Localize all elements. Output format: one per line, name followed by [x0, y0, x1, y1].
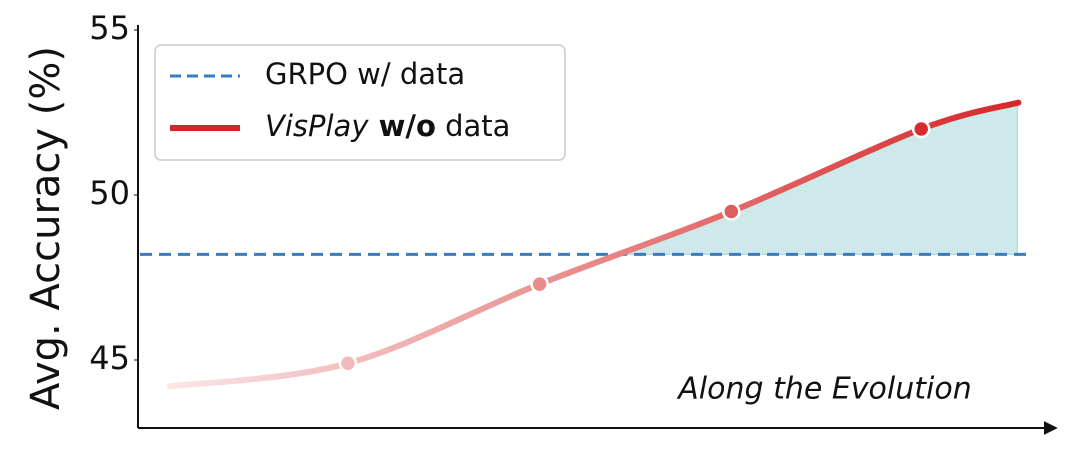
- legend: GRPO w/ data VisPlay w/o data: [154, 44, 566, 161]
- legend-box: [154, 44, 566, 161]
- y-axis-label: Avg. Accuracy (%): [23, 46, 69, 410]
- data-point: [722, 202, 741, 221]
- legend-label: GRPO w/ data: [265, 57, 465, 91]
- legend-label: VisPlay w/o data: [265, 109, 510, 143]
- data-point: [911, 119, 931, 139]
- data-point: [338, 354, 358, 373]
- x-axis-label: Along the Evolution: [676, 372, 971, 407]
- y-tick-label: 50: [89, 174, 130, 212]
- data-point: [530, 274, 549, 294]
- y-tick-label: 55: [89, 9, 130, 47]
- y-tick-label: 45: [89, 339, 130, 377]
